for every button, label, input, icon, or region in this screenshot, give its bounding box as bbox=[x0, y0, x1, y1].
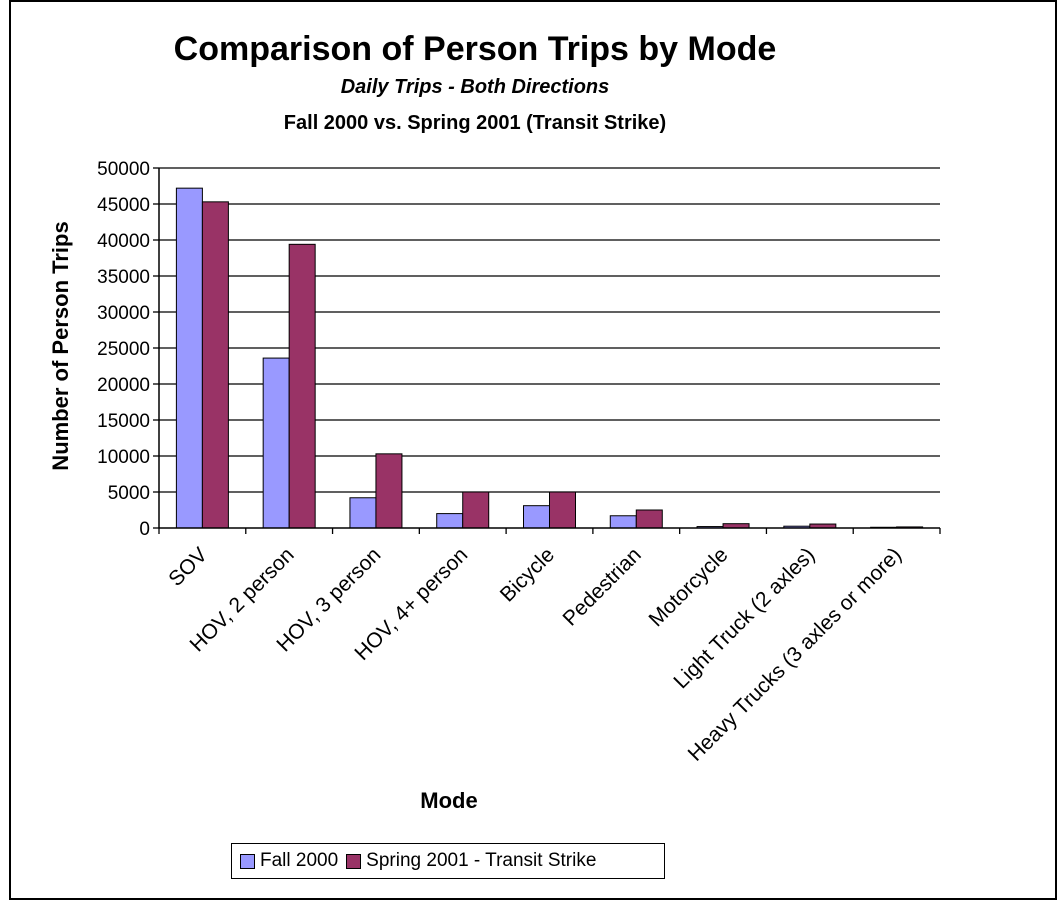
bar-spring-2001 bbox=[288, 243, 316, 529]
legend-swatch-fall-2000 bbox=[240, 853, 255, 869]
bar-fall-2000 bbox=[609, 515, 637, 529]
x-tick-label: SOV bbox=[164, 543, 212, 591]
bar-fall-2000 bbox=[436, 513, 464, 529]
y-tick-label: 5000 bbox=[108, 483, 150, 504]
bar-fall-2000 bbox=[349, 497, 377, 529]
legend-item-spring-2001: Spring 2001 - Transit Strike bbox=[346, 850, 596, 872]
legend: Fall 2000 Spring 2001 - Transit Strike bbox=[231, 843, 665, 879]
axes bbox=[153, 167, 941, 534]
chart-title: Comparison of Person Trips by Mode bbox=[173, 30, 777, 68]
y-tick-label: 25000 bbox=[97, 339, 150, 360]
x-tick-label: Pedestrian bbox=[559, 543, 646, 630]
x-tick-label: Light Truck (2 axles) bbox=[669, 543, 819, 693]
bar-spring-2001 bbox=[635, 509, 663, 529]
y-axis-label: Number of Person Trips bbox=[48, 221, 73, 470]
legend-label-spring-2001: Spring 2001 - Transit Strike bbox=[366, 850, 597, 871]
y-tick-label: 20000 bbox=[97, 375, 150, 396]
legend-label-fall-2000: Fall 2000 bbox=[260, 850, 339, 871]
y-tick-labels: 0 5000 10000 15000 20000 25000 30000 35000 40000… bbox=[97, 159, 150, 540]
y-tick-label: 50000 bbox=[97, 159, 150, 180]
legend-item-fall-2000: Fall 2000 bbox=[240, 850, 338, 872]
bar-spring-2001 bbox=[201, 201, 229, 529]
x-tick-label: Bicycle bbox=[496, 543, 559, 606]
y-tick-label: 40000 bbox=[97, 231, 150, 252]
y-tick-label: 10000 bbox=[97, 447, 150, 468]
x-tick-label: Motorcycle bbox=[645, 543, 733, 631]
x-axis-label: Mode bbox=[420, 788, 477, 813]
bars bbox=[175, 187, 924, 529]
y-tick-label: 45000 bbox=[97, 195, 150, 216]
y-tick-label: 35000 bbox=[97, 267, 150, 288]
bar-fall-2000 bbox=[262, 357, 290, 529]
bar-spring-2001 bbox=[549, 491, 576, 529]
y-tick-label: 30000 bbox=[97, 303, 150, 324]
bar-spring-2001 bbox=[375, 453, 403, 529]
bar-spring-2001 bbox=[462, 491, 490, 529]
bar-fall-2000 bbox=[175, 187, 203, 529]
y-tick-label: 15000 bbox=[97, 411, 150, 432]
legend-swatch-spring-2001 bbox=[346, 853, 362, 869]
bar-fall-2000 bbox=[523, 505, 550, 529]
chart-subtitle: Daily Trips - Both Directions bbox=[340, 76, 610, 98]
y-tick-label: 0 bbox=[139, 519, 150, 540]
chart-subtitle-secondary: Fall 2000 vs. Spring 2001 (Transit Strik… bbox=[283, 112, 667, 134]
